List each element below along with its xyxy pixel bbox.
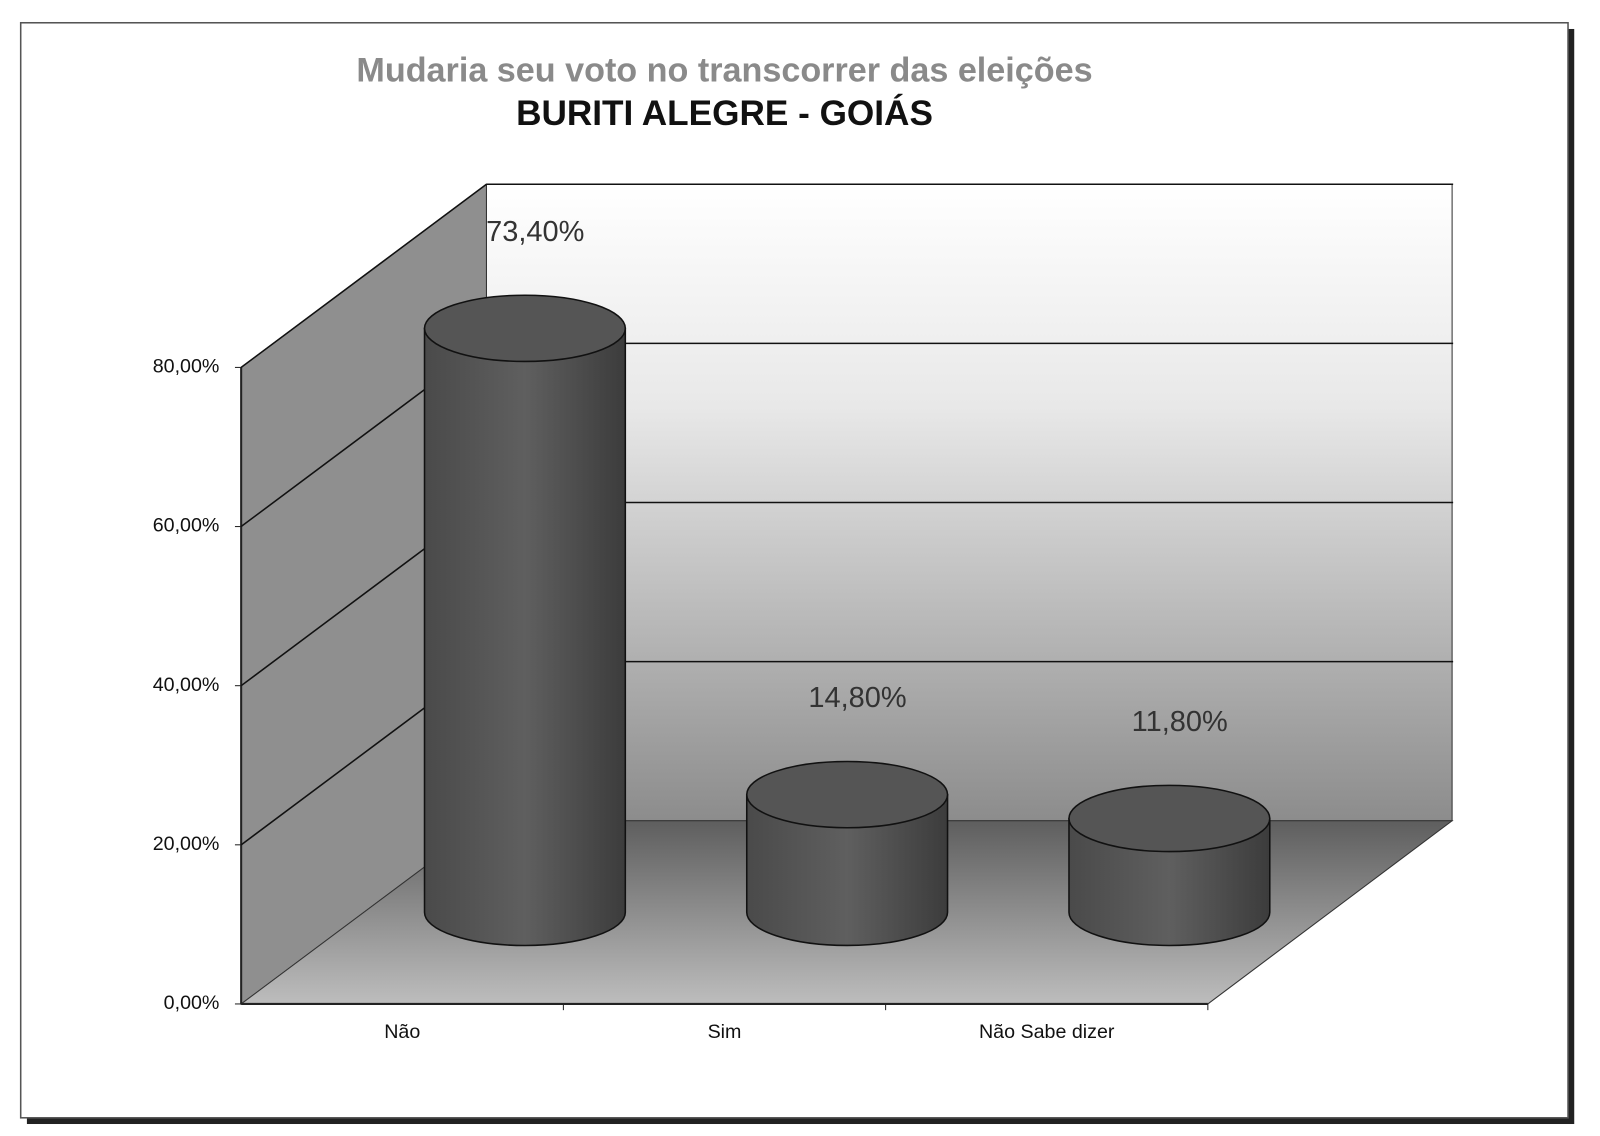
x-tick-label: Não	[384, 1021, 420, 1043]
cylinder-body	[423, 327, 627, 947]
value-label: 73,40%	[486, 216, 584, 248]
y-tick-label: 60,00%	[153, 515, 220, 537]
y-tick-label: 40,00%	[153, 674, 220, 696]
y-tick-label: 20,00%	[153, 833, 220, 855]
value-label: 11,80%	[1132, 706, 1228, 738]
plot: Mudaria seu voto no transcorrer das elei…	[19, 21, 1575, 1125]
cylinder-body	[1068, 817, 1271, 947]
x-tick-label: Sim	[708, 1021, 742, 1043]
cylinder-top	[423, 294, 627, 363]
chart-subtitle: BURITI ALEGRE - GOIÁS	[516, 93, 933, 133]
chart-title: Mudaria seu voto no transcorrer das elei…	[356, 51, 1092, 89]
x-tick-label: Não Sabe dizer	[979, 1021, 1115, 1043]
grid-line	[240, 183, 487, 369]
value-label: 14,80%	[808, 682, 906, 714]
cylinder-top	[745, 760, 949, 829]
cylinder-top	[1068, 784, 1271, 853]
y-tick-label: 80,00%	[153, 356, 220, 378]
cylinder-body	[745, 793, 949, 947]
y-tick-label: 0,00%	[164, 992, 220, 1014]
